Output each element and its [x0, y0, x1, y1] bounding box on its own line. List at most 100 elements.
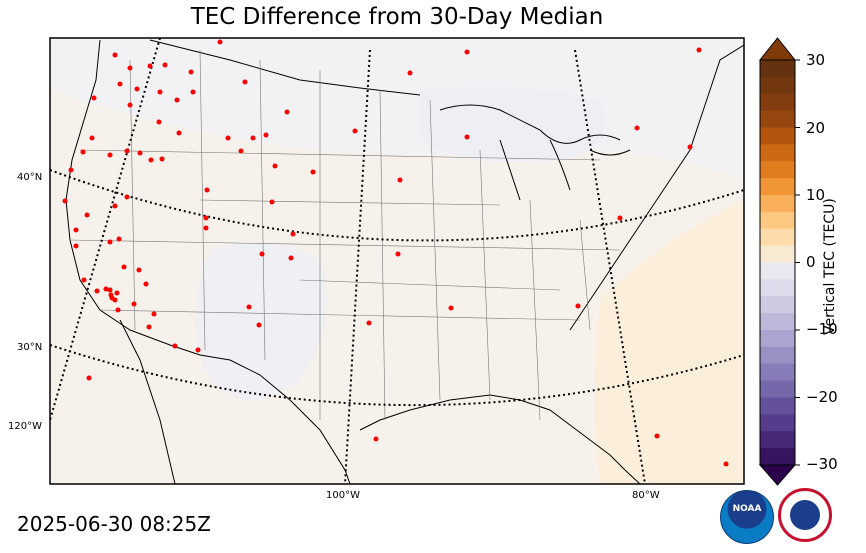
station-marker	[634, 125, 640, 131]
station-marker	[157, 89, 163, 95]
station-marker	[204, 187, 210, 193]
station-marker	[203, 215, 209, 221]
station-marker	[136, 267, 142, 273]
noaa-logo: NOAA	[720, 490, 774, 544]
station-marker	[131, 301, 137, 307]
state-boundaries	[69, 49, 621, 421]
station-markers	[62, 39, 729, 467]
station-marker	[148, 157, 154, 163]
station-marker	[62, 198, 68, 204]
station-marker	[134, 86, 140, 92]
station-marker	[151, 311, 157, 317]
station-marker	[124, 194, 130, 200]
colorbar-segment	[760, 228, 795, 247]
station-marker	[366, 320, 372, 326]
station-marker	[217, 39, 223, 45]
station-marker	[68, 167, 74, 173]
station-marker	[121, 264, 127, 270]
station-marker	[89, 135, 95, 141]
colorbar-segment	[760, 161, 795, 179]
station-marker	[143, 281, 149, 287]
colorbar-segment	[760, 380, 795, 398]
station-marker	[81, 277, 87, 283]
colorbar-tick: 30	[806, 51, 826, 69]
station-marker	[116, 236, 122, 242]
lon-label-80: 80°W	[632, 490, 660, 501]
station-marker	[190, 89, 196, 95]
colorbar-segment	[760, 431, 795, 449]
colorbar-segment	[760, 178, 795, 196]
nws-logo	[778, 488, 832, 542]
nws-logo-center	[790, 500, 820, 530]
station-marker	[723, 461, 729, 467]
colorbar-tick: −10	[806, 320, 838, 338]
colorbar-segment	[760, 414, 795, 432]
colorbar-segment	[760, 110, 795, 128]
colorbar-segment	[760, 76, 795, 95]
colorbar-segment	[760, 211, 795, 230]
station-marker	[107, 239, 113, 245]
station-marker	[147, 63, 153, 69]
coastlines	[65, 39, 744, 484]
chart-title: TEC Difference from 30-Day Median	[190, 4, 604, 30]
station-marker	[256, 322, 262, 328]
station-marker	[272, 163, 278, 169]
station-marker	[103, 286, 109, 292]
station-marker	[397, 177, 403, 183]
station-marker	[80, 149, 86, 155]
colorbar-segment	[760, 448, 795, 466]
timestamp: 2025-06-30 08:25Z	[17, 512, 211, 536]
station-marker	[269, 199, 275, 205]
station-marker	[174, 97, 180, 103]
colorbar-tick: −30	[806, 455, 838, 473]
station-marker	[288, 255, 294, 261]
station-marker	[696, 47, 702, 53]
station-marker	[407, 70, 413, 76]
station-marker	[263, 132, 269, 138]
station-marker	[464, 134, 470, 140]
colorbar-tick: 10	[806, 186, 826, 204]
colorbar-extend-min	[758, 464, 797, 486]
colorbar-tick: 20	[806, 119, 826, 137]
station-marker	[162, 62, 168, 68]
station-marker	[284, 109, 290, 115]
station-marker	[242, 79, 248, 85]
station-marker	[156, 119, 162, 125]
colorbar-segment	[760, 296, 795, 314]
lon-label-100: 100°W	[326, 490, 360, 501]
station-marker	[73, 243, 79, 249]
map-frame	[49, 37, 745, 485]
station-marker	[464, 49, 470, 55]
colorbar-tick: −20	[806, 388, 838, 406]
station-marker	[352, 128, 358, 134]
station-marker	[114, 290, 120, 296]
colorbar-segment	[760, 262, 795, 280]
lat-label-40: 40°N	[17, 172, 43, 183]
station-marker	[107, 287, 113, 293]
tec-positive-strong-region	[595, 200, 744, 484]
colorbar-segment	[760, 93, 795, 112]
colorbar-tick: 0	[806, 253, 816, 271]
station-marker	[395, 251, 401, 257]
station-marker	[94, 288, 100, 294]
colorbar-segment	[760, 60, 795, 78]
tec-negative-region-southwest	[195, 242, 327, 400]
colorbar	[758, 37, 800, 486]
station-marker	[86, 375, 92, 381]
station-marker	[73, 227, 79, 233]
station-marker	[654, 433, 660, 439]
station-marker	[107, 152, 113, 158]
station-marker	[127, 65, 133, 71]
station-marker	[124, 148, 130, 154]
station-marker	[575, 303, 581, 309]
map-area	[50, 38, 744, 484]
colorbar-label: Vertical TEC (TECU)	[822, 198, 838, 335]
station-marker	[117, 81, 123, 87]
colorbar-segment	[760, 127, 795, 145]
graticule	[50, 38, 744, 484]
station-marker	[687, 144, 693, 150]
colorbar-segment	[760, 195, 795, 213]
lat-label-30: 30°N	[17, 342, 43, 353]
station-marker	[137, 150, 143, 156]
